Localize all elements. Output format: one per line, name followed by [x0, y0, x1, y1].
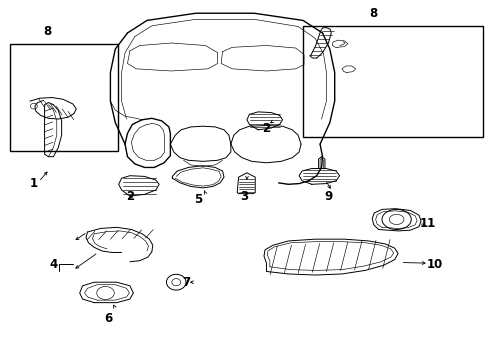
Text: 9: 9: [324, 190, 332, 203]
Bar: [303, 26, 483, 137]
Text: 2: 2: [125, 190, 134, 203]
Text: 7: 7: [182, 276, 190, 289]
Text: 11: 11: [418, 216, 435, 230]
Text: 6: 6: [103, 311, 112, 325]
Text: 2: 2: [262, 122, 270, 135]
Text: 5: 5: [194, 193, 202, 206]
Text: 3: 3: [240, 190, 248, 203]
Text: 1: 1: [30, 177, 38, 190]
Text: 4: 4: [49, 258, 58, 271]
Bar: [10, 44, 118, 151]
Text: 8: 8: [43, 25, 51, 38]
Text: 8: 8: [369, 7, 377, 20]
Text: 10: 10: [426, 258, 442, 271]
